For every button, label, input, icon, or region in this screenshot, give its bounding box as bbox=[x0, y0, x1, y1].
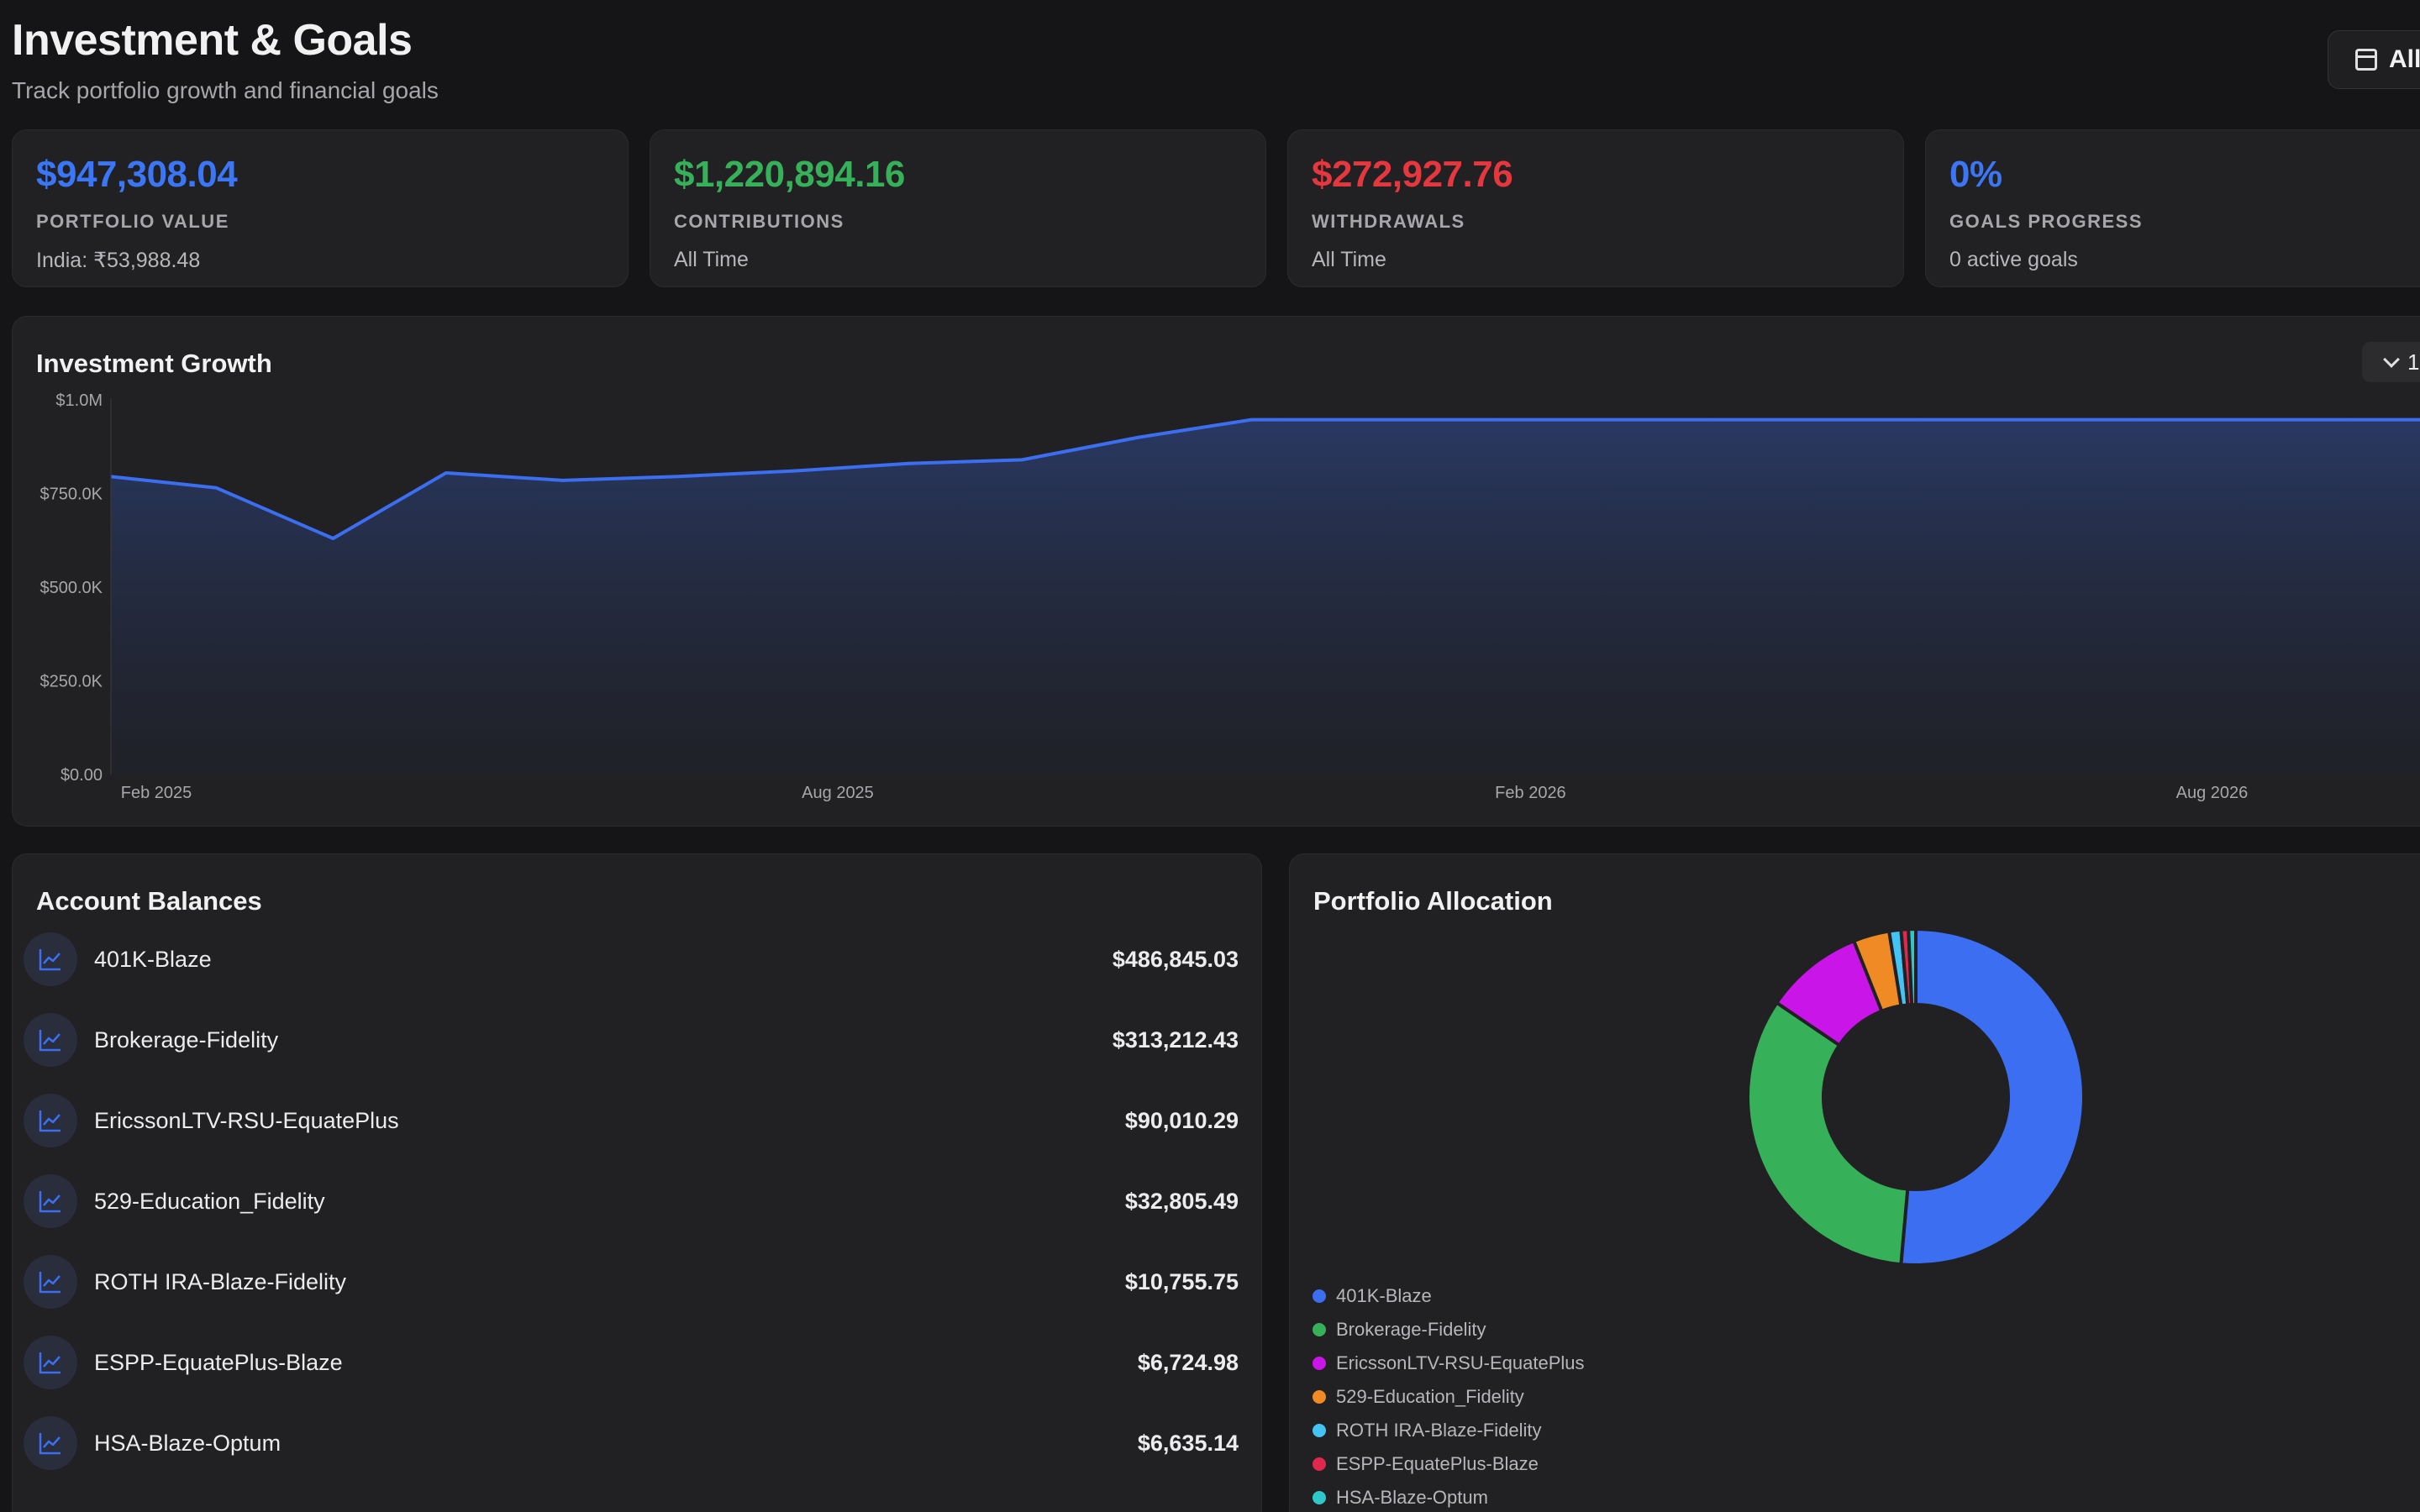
legend-label: HSA-Blaze-Optum bbox=[1336, 1487, 1488, 1508]
legend-item: EricssonLTV-RSU-EquatePlus bbox=[1313, 1352, 1585, 1374]
trend-chart-icon bbox=[24, 932, 77, 986]
period-label: 1 y bbox=[2407, 349, 2420, 375]
legend-label: ESPP-EquatePlus-Blaze bbox=[1336, 1453, 1539, 1474]
account-name: HSA-Blaze-Optum bbox=[94, 1430, 281, 1456]
account-name: 401K-Blaze bbox=[94, 946, 212, 972]
legend-label: 529-Education_Fidelity bbox=[1336, 1386, 1524, 1407]
contributions-card: $1,220,894.16 CONTRIBUTIONS All Time bbox=[650, 129, 1266, 287]
trend-chart-icon bbox=[24, 1255, 77, 1309]
legend-swatch bbox=[1313, 1491, 1326, 1504]
legend-item: HSA-Blaze-Optum bbox=[1313, 1487, 1488, 1509]
stat-sub: 0 active goals bbox=[1949, 248, 2078, 271]
account-balance: $313,212.43 bbox=[1112, 1026, 1239, 1053]
stat-sub: All Time bbox=[674, 248, 749, 271]
legend-swatch bbox=[1313, 1457, 1326, 1471]
stat-sub: India: ₹53,988.48 bbox=[36, 249, 201, 272]
stat-value: $947,308.04 bbox=[36, 154, 238, 195]
legend-swatch bbox=[1313, 1357, 1326, 1370]
legend-swatch bbox=[1313, 1289, 1326, 1303]
account-row[interactable]: 401K-Blaze $486,845.03 bbox=[24, 932, 1239, 986]
stat-label: PORTFOLIO VALUE bbox=[36, 211, 229, 232]
goals-progress-card: 0% GOALS PROGRESS 0 active goals bbox=[1925, 129, 2420, 287]
account-row[interactable]: EricssonLTV-RSU-EquatePlus $90,010.29 bbox=[24, 1094, 1239, 1147]
trend-chart-icon bbox=[24, 1336, 77, 1389]
account-row[interactable]: ESPP-EquatePlus-Blaze $6,724.98 bbox=[24, 1336, 1239, 1389]
legend-item: 529-Education_Fidelity bbox=[1313, 1386, 1524, 1408]
calendar-icon bbox=[2355, 49, 2377, 71]
legend-item: ROTH IRA-Blaze-Fidelity bbox=[1313, 1420, 1541, 1441]
account-name: EricssonLTV-RSU-EquatePlus bbox=[94, 1107, 399, 1133]
page-title: Investment & Goals bbox=[12, 16, 413, 65]
panel-title: Account Balances bbox=[36, 886, 262, 916]
panel-title: Investment Growth bbox=[36, 349, 272, 378]
date-range-label: All bbox=[2389, 45, 2420, 73]
trend-chart-icon bbox=[24, 1094, 77, 1147]
account-balance: $10,755.75 bbox=[1124, 1268, 1239, 1294]
stat-label: WITHDRAWALS bbox=[1312, 211, 1465, 232]
panel-title: Portfolio Allocation bbox=[1313, 886, 1553, 916]
legend-label: Brokerage-Fidelity bbox=[1336, 1319, 1486, 1340]
page-header: Investment & Goals Track portfolio growt… bbox=[12, 15, 439, 104]
account-name: ESPP-EquatePlus-Blaze bbox=[94, 1349, 343, 1375]
account-row[interactable]: HSA-Blaze-Optum $6,635.14 bbox=[24, 1416, 1239, 1470]
account-name: Brokerage-Fidelity bbox=[94, 1026, 279, 1053]
account-balances-panel: Account Balances bbox=[12, 853, 1262, 1512]
legend-label: ROTH IRA-Blaze-Fidelity bbox=[1336, 1420, 1542, 1441]
account-row[interactable]: ROTH IRA-Blaze-Fidelity $10,755.75 bbox=[24, 1255, 1239, 1309]
page-subtitle: Track portfolio growth and financial goa… bbox=[12, 77, 439, 103]
portfolio-allocation-panel: Portfolio Allocation bbox=[1289, 853, 2420, 1512]
legend-item: Brokerage-Fidelity bbox=[1313, 1319, 1486, 1341]
account-row[interactable]: 529-Education_Fidelity $32,805.49 bbox=[24, 1174, 1239, 1228]
chevron-down-icon bbox=[2383, 351, 2400, 368]
trend-chart-icon bbox=[24, 1013, 77, 1067]
account-balance: $486,845.03 bbox=[1112, 946, 1239, 972]
account-row[interactable]: Brokerage-Fidelity $313,212.43 bbox=[24, 1013, 1239, 1067]
account-balance: $6,724.98 bbox=[1137, 1349, 1239, 1375]
account-balance: $90,010.29 bbox=[1124, 1107, 1239, 1133]
stat-value: 0% bbox=[1949, 154, 2002, 195]
stat-label: CONTRIBUTIONS bbox=[674, 211, 844, 232]
legend-label: 401K-Blaze bbox=[1336, 1285, 1432, 1306]
stat-label: GOALS PROGRESS bbox=[1949, 211, 2144, 232]
legend-swatch bbox=[1313, 1424, 1326, 1437]
legend-item: ESPP-EquatePlus-Blaze bbox=[1313, 1453, 1539, 1475]
trend-chart-icon bbox=[24, 1416, 77, 1470]
portfolio-value-card: $947,308.04 PORTFOLIO VALUE India: ₹53,9… bbox=[12, 129, 629, 287]
trend-chart-icon bbox=[24, 1174, 77, 1228]
legend-item: 401K-Blaze bbox=[1313, 1285, 1432, 1307]
legend-label: EricssonLTV-RSU-EquatePlus bbox=[1336, 1352, 1585, 1373]
stat-value: $272,927.76 bbox=[1312, 154, 1513, 195]
date-range-button[interactable]: All bbox=[2328, 30, 2420, 89]
account-balance: $6,635.14 bbox=[1137, 1430, 1239, 1456]
legend-swatch bbox=[1313, 1390, 1326, 1404]
stat-sub: All Time bbox=[1312, 248, 1386, 271]
account-balance: $32,805.49 bbox=[1124, 1188, 1239, 1214]
stat-value: $1,220,894.16 bbox=[674, 154, 905, 195]
legend-swatch bbox=[1313, 1323, 1326, 1336]
withdrawals-card: $272,927.76 WITHDRAWALS All Time bbox=[1287, 129, 1904, 287]
account-name: ROTH IRA-Blaze-Fidelity bbox=[94, 1268, 347, 1294]
period-select[interactable]: 1 y bbox=[2362, 342, 2420, 382]
investment-growth-panel: Investment Growth 1 y bbox=[12, 316, 2420, 827]
account-name: 529-Education_Fidelity bbox=[94, 1188, 325, 1214]
